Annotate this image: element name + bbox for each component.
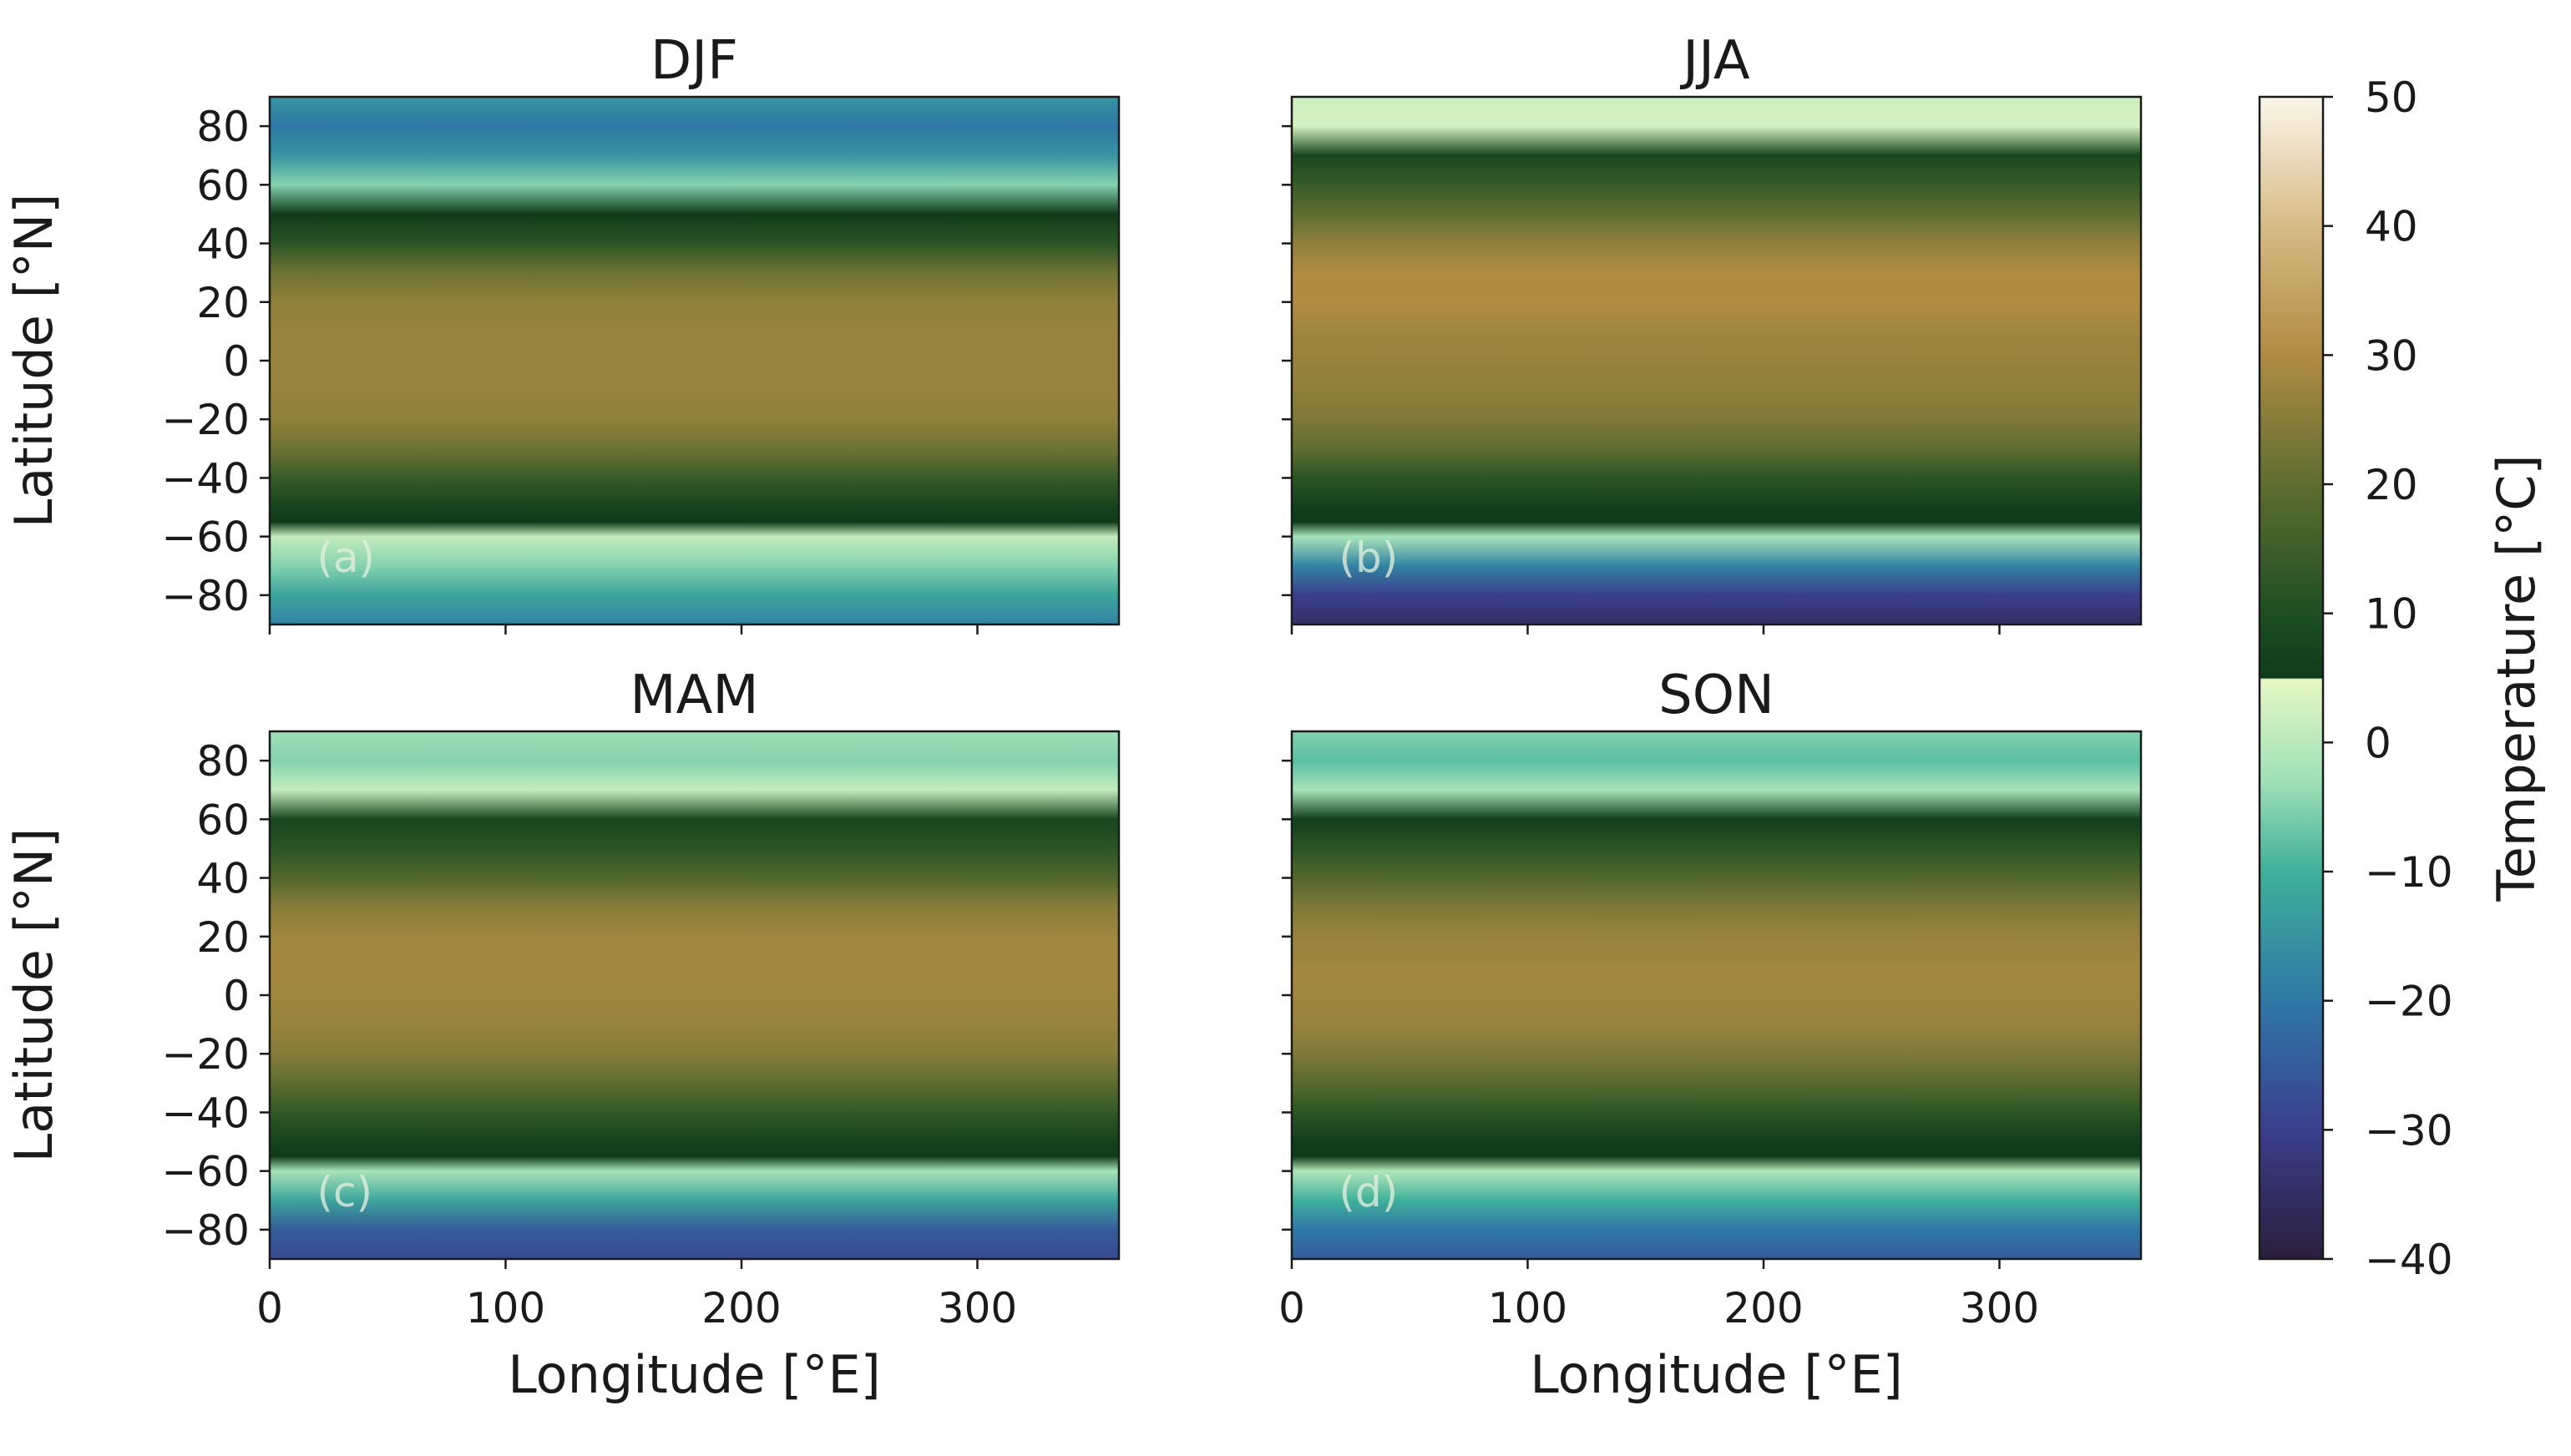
- colorbar-tick-label: −40: [2365, 1236, 2453, 1284]
- x-tick-label: 300: [1960, 1284, 2039, 1332]
- panel-title: JJA: [1679, 30, 1750, 92]
- y-tick-label: −20: [161, 1030, 250, 1079]
- temperature-field: [270, 731, 1119, 1259]
- x-tick-label: 100: [1488, 1284, 1567, 1332]
- temperature-field: [1292, 97, 2141, 624]
- colorbar-gradient: [2260, 97, 2323, 1259]
- y-tick-label: 0: [223, 337, 250, 386]
- colorbar-tick-label: 30: [2365, 331, 2418, 380]
- colorbar-label: Temperature [°C]: [2486, 454, 2547, 902]
- y-tick-label: −40: [161, 454, 250, 503]
- panel-label: (d): [1339, 1168, 1399, 1216]
- panel-jja: JJA (b): [1282, 30, 2143, 634]
- y-tick-label: −60: [161, 513, 250, 562]
- y-tick-label: 80: [196, 103, 250, 151]
- colorbar-tick-label: 40: [2365, 203, 2418, 251]
- colorbar-frame: [2258, 95, 2325, 1261]
- panel-label: (b): [1339, 533, 1399, 582]
- panel-label: (a): [317, 533, 376, 582]
- x-tick-label: 200: [1723, 1284, 1803, 1332]
- panel-label: (c): [317, 1168, 373, 1216]
- y-tick-label: 20: [196, 913, 250, 962]
- y-tick-label: −20: [161, 396, 250, 444]
- x-tick-label: 0: [1278, 1284, 1305, 1332]
- temperature-field: [1292, 731, 2141, 1259]
- x-axis-label: Longitude [°E]: [1530, 1344, 1903, 1405]
- y-tick-label: 20: [196, 279, 250, 327]
- colorbar-tick-label: 20: [2365, 461, 2418, 509]
- y-tick-label: 40: [196, 855, 250, 903]
- y-tick-label: 80: [196, 737, 250, 786]
- y-tick-label: −40: [161, 1089, 250, 1137]
- colorbar-tick-label: 50: [2365, 73, 2418, 122]
- panel-djf: DJF (a) 80 60 40 20 0 −20 −40 −60 −80 Latitude [°N]: [3, 30, 1121, 634]
- y-tick-label: 60: [196, 161, 250, 210]
- x-axis-label: Longitude [°E]: [508, 1344, 881, 1405]
- colorbar-tick-label: −20: [2365, 978, 2453, 1026]
- temperature-field: [270, 97, 1119, 624]
- colorbar: 50 40 30 20 10 0 −10 −20 −30 −40 Temperature [°C]: [2258, 73, 2547, 1284]
- x-tick-label: 300: [938, 1284, 1017, 1332]
- panel-title: DJF: [650, 30, 738, 92]
- y-tick-label: −80: [161, 572, 250, 620]
- x-tick-label: 100: [466, 1284, 545, 1332]
- panel-title: MAM: [630, 665, 758, 726]
- y-axis-label: Latitude [°N]: [3, 828, 64, 1163]
- panel-title: SON: [1658, 665, 1774, 726]
- y-tick-label: 60: [196, 796, 250, 844]
- colorbar-tick-label: 10: [2365, 590, 2418, 639]
- y-tick-label: −80: [161, 1206, 250, 1255]
- x-tick-label: 0: [256, 1284, 283, 1332]
- y-axis-label: Latitude [°N]: [3, 194, 64, 528]
- panel-son: SON (d) 0 100 200 300 Longitude [°E]: [1278, 665, 2143, 1405]
- colorbar-tick-label: 0: [2365, 719, 2391, 767]
- y-tick-label: −60: [161, 1148, 250, 1196]
- colorbar-tick-label: −10: [2365, 848, 2453, 897]
- y-tick-label: 0: [223, 972, 250, 1020]
- colorbar-tick-label: −30: [2365, 1106, 2453, 1155]
- x-tick-label: 200: [701, 1284, 781, 1332]
- y-tick-label: 40: [196, 220, 250, 269]
